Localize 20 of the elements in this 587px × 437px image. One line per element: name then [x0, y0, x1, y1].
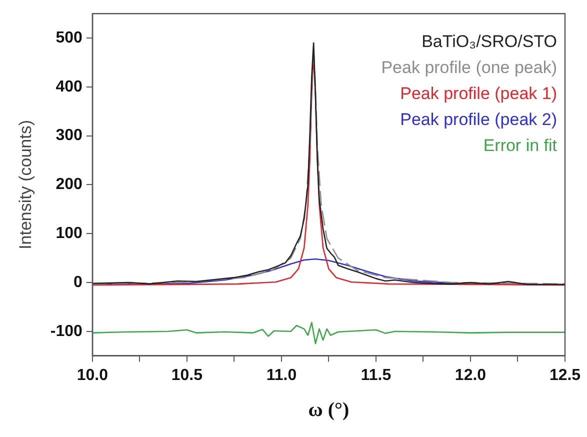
- y-tick-label: 500: [56, 29, 83, 46]
- y-tick-label: 300: [56, 127, 83, 144]
- y-tick-label: 400: [56, 78, 83, 96]
- x-tick-label: 12.5: [549, 366, 581, 384]
- text: Error in fit: [483, 136, 558, 155]
- x-tick-label: 10.0: [76, 366, 108, 384]
- y-tick-label: 100: [56, 224, 83, 242]
- y-tick-label: 0: [74, 274, 83, 291]
- x-tick-label: 12.0: [454, 366, 486, 384]
- x-tick-label: 11.5: [360, 366, 392, 384]
- x-tick-label: 10.5: [171, 366, 203, 384]
- x-tick-label: 11.0: [266, 366, 297, 384]
- text: Peak profile (one peak): [381, 58, 557, 77]
- text: BaTiO₃/SRO/STO: [422, 32, 557, 51]
- text: Peak profile (peak 1): [400, 84, 557, 103]
- x-axis-title: ω (°): [308, 399, 350, 422]
- y-tick-label: -100: [50, 322, 83, 340]
- y-axis-title: Intensity (counts): [16, 120, 35, 250]
- y-tick-label: 200: [56, 176, 83, 194]
- text: Peak profile (peak 2): [400, 110, 557, 129]
